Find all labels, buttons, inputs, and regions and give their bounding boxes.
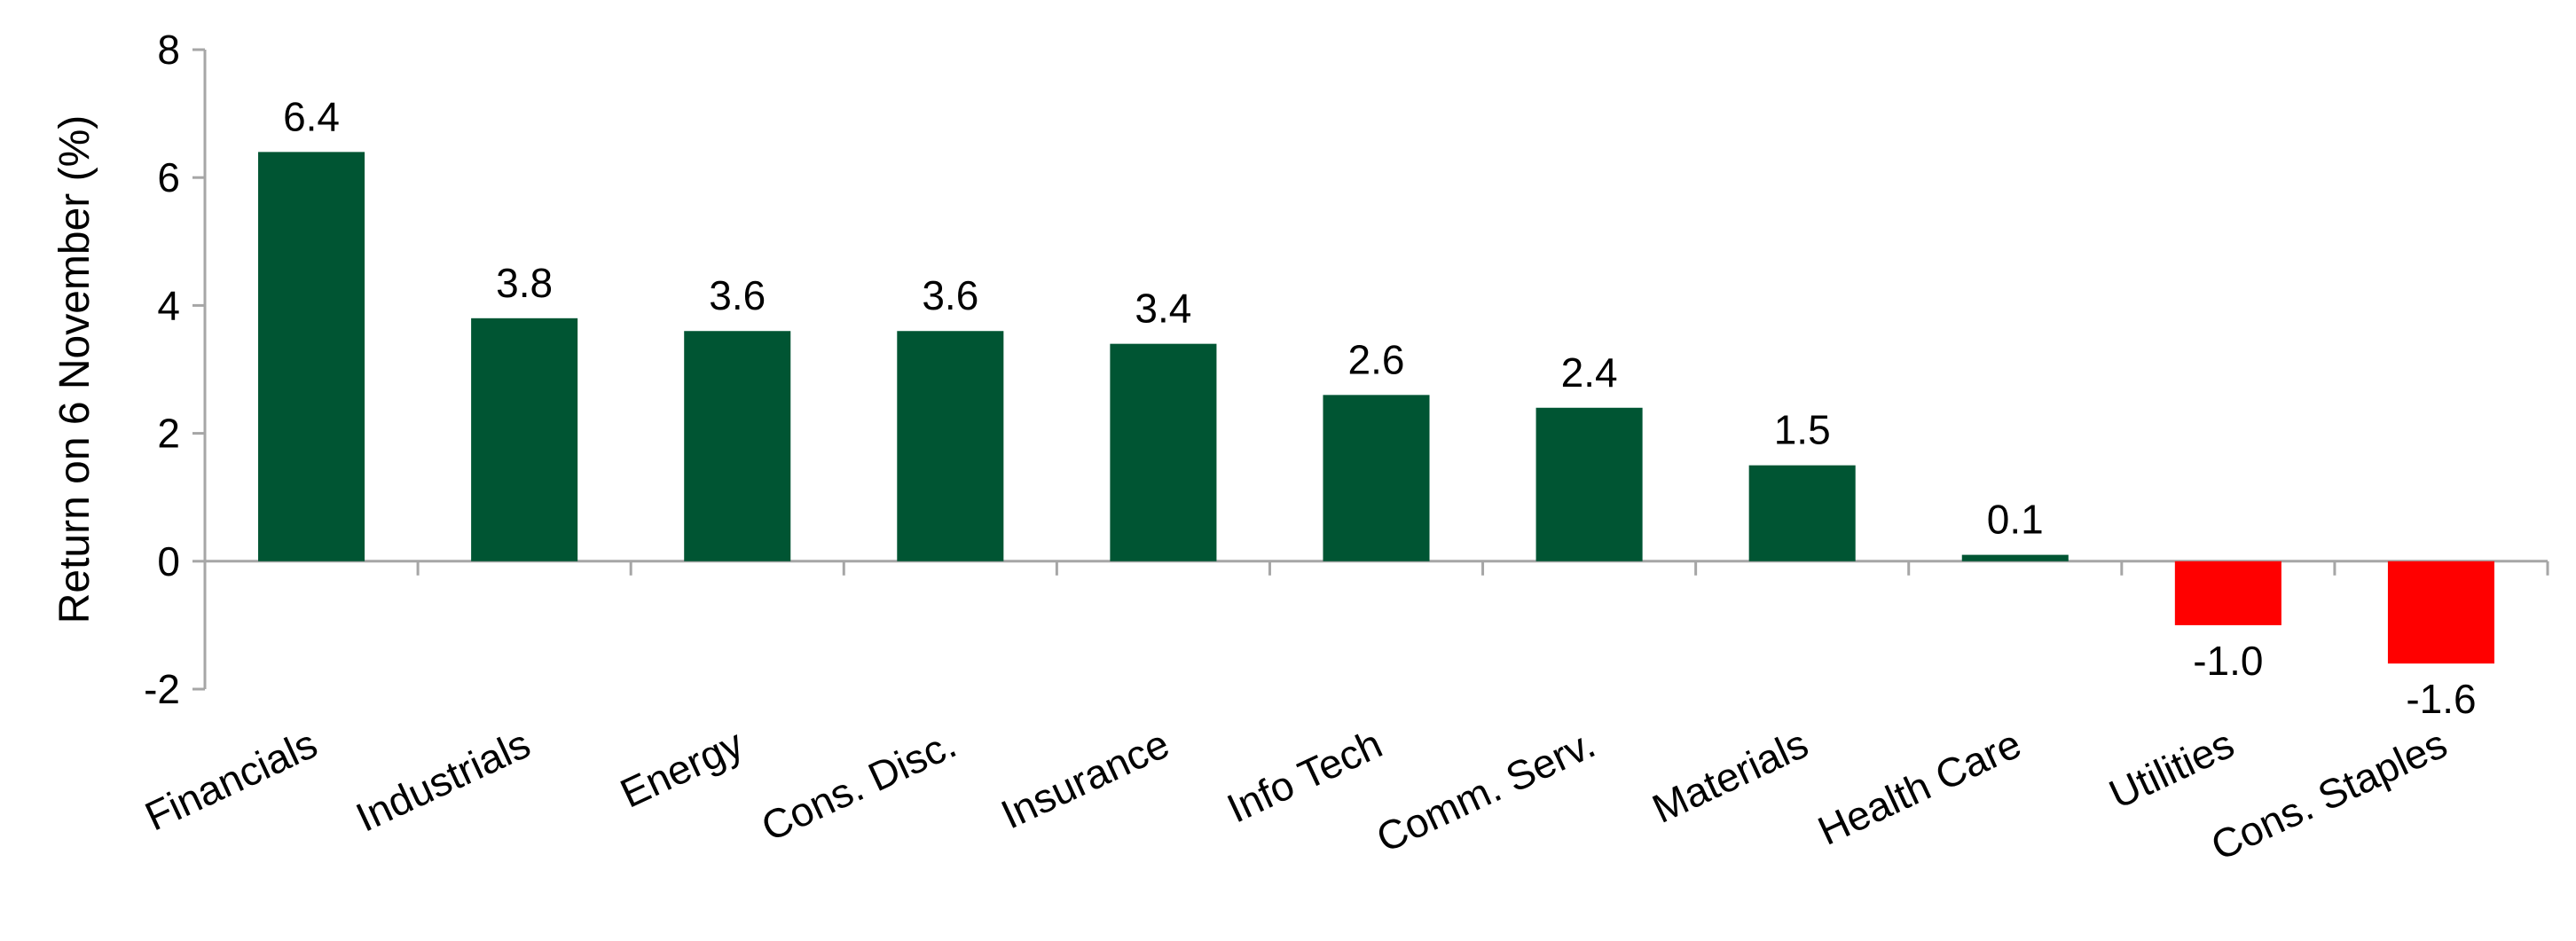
category-label: Cons. Staples (2204, 720, 2454, 869)
data-label: 3.8 (496, 260, 553, 306)
data-label: 3.6 (922, 272, 978, 318)
bar (1748, 465, 1856, 561)
y-tick-label: -2 (144, 666, 180, 712)
category-label: Materials (1645, 720, 1815, 832)
category-label: Cons. Disc. (754, 720, 962, 851)
data-label: 3.6 (709, 272, 766, 318)
category-labels: Financials Industrials Energy Cons. Disc. In… (138, 720, 2454, 869)
y-tick-label: 0 (157, 538, 180, 584)
category-label: Financials (138, 720, 325, 840)
data-label: -1.0 (2193, 638, 2263, 684)
y-tick-label: 4 (157, 282, 180, 328)
data-label: 2.4 (1561, 349, 1618, 396)
category-label: Insurance (994, 720, 1176, 838)
bar (2174, 561, 2281, 625)
bar (1535, 407, 1643, 561)
data-label: 6.4 (283, 93, 340, 139)
category-label: Health Care (1811, 720, 2028, 854)
y-axis: -2 0 2 4 6 8 (144, 27, 207, 712)
bar (1323, 395, 1430, 561)
data-label: 1.5 (1774, 407, 1831, 453)
data-label: 0.1 (1987, 497, 2044, 543)
category-label: Info Tech (1220, 720, 1388, 832)
bar (1961, 554, 2069, 561)
data-label: 3.4 (1135, 286, 1191, 332)
data-labels: 6.4 3.8 3.6 3.6 3.4 2.6 2.4 1.5 0.1 -1.0 -1.6 (283, 93, 2477, 722)
y-tick-label: 6 (157, 154, 180, 200)
category-label: Comm. Serv. (1370, 720, 1602, 861)
bar (471, 318, 578, 561)
bars (258, 152, 2494, 664)
category-label: Industrials (349, 720, 537, 841)
category-label: Utilities (2102, 720, 2241, 818)
bar (897, 331, 1004, 561)
data-label: 2.6 (1348, 336, 1405, 382)
bar (684, 331, 791, 561)
y-tick-label: 2 (157, 411, 180, 457)
category-label: Energy (613, 720, 750, 817)
bar (2387, 561, 2494, 664)
bar (258, 152, 365, 561)
y-axis-title: Return on 6 November (%) (51, 115, 98, 624)
data-label: -1.6 (2406, 676, 2476, 722)
bar (1110, 343, 1217, 561)
y-tick-label: 8 (157, 27, 180, 73)
